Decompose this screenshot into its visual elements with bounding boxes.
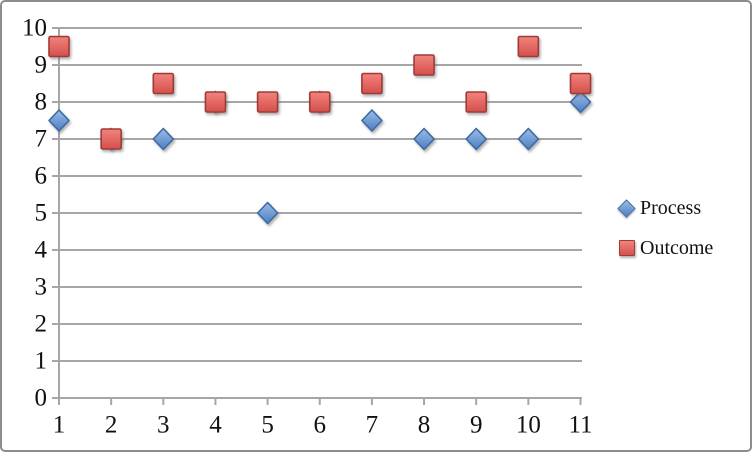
x-axis-tick-label: 6: [314, 412, 327, 439]
legend: Process Outcome: [617, 194, 713, 274]
data-point-process: [48, 109, 70, 132]
y-axis-tick-label: 2: [35, 311, 48, 338]
y-axis-tick-label: 7: [35, 126, 48, 153]
y-axis-tick-label: 3: [35, 274, 48, 301]
data-point-outcome: [308, 91, 331, 113]
x-axis-tick-label: 9: [470, 412, 483, 439]
legend-item-process: Process: [617, 194, 713, 222]
data-point-outcome: [569, 72, 592, 95]
data-point-outcome: [413, 54, 435, 76]
data-point-process: [152, 127, 175, 151]
data-point-outcome: [100, 128, 122, 150]
x-axis-tick-label: 3: [157, 412, 170, 439]
data-point-process: [569, 90, 592, 114]
x-axis-tick-label: 5: [261, 412, 274, 439]
data-point-process: [517, 127, 540, 151]
data-point-outcome: [517, 35, 540, 58]
legend-label-process: Process: [640, 196, 702, 219]
data-point-process: [465, 127, 488, 151]
y-axis-tick-label: 9: [35, 52, 48, 79]
x-axis-tick-label: 1: [53, 412, 66, 439]
data-point-outcome: [152, 72, 175, 95]
x-axis-tick-label: 10: [516, 412, 541, 439]
y-axis-tick-label: 0: [35, 385, 48, 412]
x-axis-tick-label: 4: [209, 412, 222, 439]
y-axis-tick-label: 8: [35, 89, 48, 116]
y-axis-tick-label: 6: [35, 163, 48, 190]
legend-item-outcome: Outcome: [617, 234, 713, 262]
data-point-outcome: [256, 91, 279, 113]
process-diamond-icon: [617, 198, 636, 218]
outcome-square-icon: [619, 240, 635, 256]
x-axis-tick-label: 8: [418, 412, 431, 439]
y-axis-tick-label: 10: [22, 15, 47, 42]
y-axis-tick-label: 5: [35, 200, 48, 227]
data-point-outcome: [48, 35, 70, 58]
legend-label-outcome: Outcome: [640, 236, 714, 259]
y-axis-tick-label: 1: [35, 348, 48, 375]
data-point-outcome: [361, 72, 383, 95]
data-point-outcome: [465, 91, 488, 113]
x-axis-tick-label: 7: [366, 412, 379, 439]
x-axis-tick-label: 11: [568, 412, 592, 439]
data-point-process: [256, 201, 279, 225]
y-axis-tick-label: 4: [35, 237, 48, 264]
data-point-process: [413, 127, 435, 151]
x-axis-tick-label: 2: [105, 412, 118, 439]
data-point-outcome: [204, 91, 227, 113]
data-point-process: [361, 109, 383, 132]
